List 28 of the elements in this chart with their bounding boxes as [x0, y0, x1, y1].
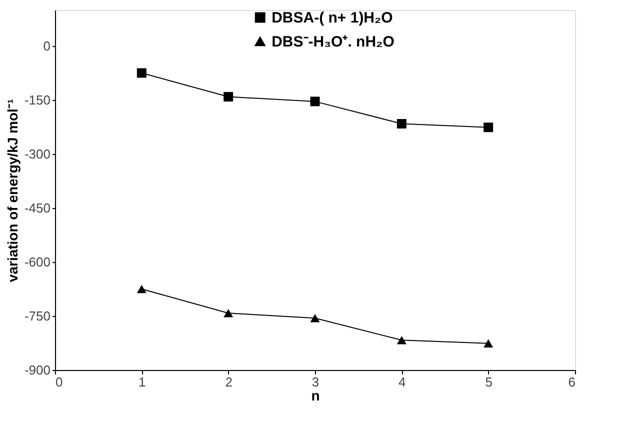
- point: [396, 119, 406, 129]
- y-tick-label: -300: [24, 146, 50, 162]
- legend-label: DBSA-( n+ 1)H₂O: [272, 10, 394, 26]
- x-tick-label: 4: [398, 374, 406, 390]
- x-tick-label: 6: [568, 374, 576, 390]
- point: [136, 68, 146, 78]
- x-axis-title: n: [311, 388, 320, 404]
- y-tick-label: -750: [24, 308, 50, 324]
- y-axis-title: variation of energy/kJ mol⁻¹: [4, 98, 20, 282]
- y-tick-label: -150: [24, 92, 50, 108]
- point: [310, 314, 320, 322]
- x-tick-label: 0: [56, 374, 63, 390]
- point: [484, 122, 494, 132]
- point: [396, 336, 406, 344]
- point: [224, 92, 234, 102]
- point: [484, 339, 494, 348]
- y-tick-label: -600: [24, 254, 50, 270]
- point: [310, 96, 320, 106]
- x-tick-label: 5: [485, 374, 492, 390]
- x-tick-label: 1: [138, 374, 146, 390]
- point: [224, 309, 234, 318]
- legend-label: DBS⁻-H₃O⁺. nH₂O: [272, 34, 395, 50]
- y-tick-label: -450: [24, 200, 50, 216]
- y-tick-label: 0: [43, 38, 50, 54]
- x-tick-label: 3: [312, 374, 320, 390]
- point: [136, 284, 146, 294]
- x-tick-label: 2: [225, 374, 232, 390]
- y-tick-label: -900: [24, 362, 50, 378]
